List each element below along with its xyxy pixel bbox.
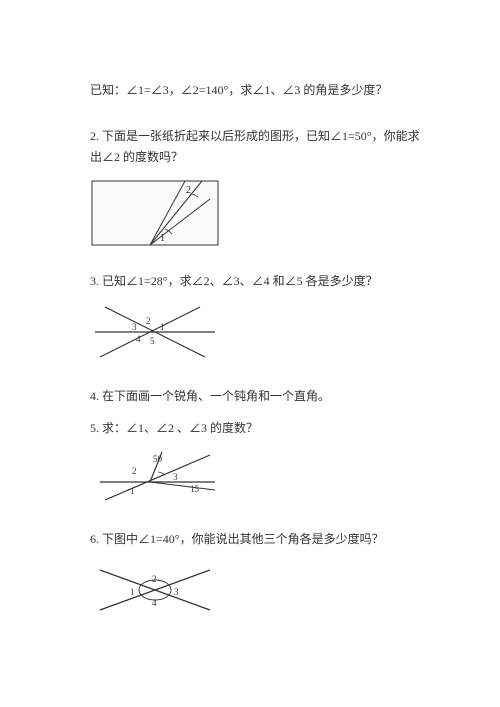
label-2: 2: [152, 574, 157, 584]
label-50: 50: [153, 454, 163, 464]
label-2: 2: [146, 316, 151, 326]
problem-2-text: 2. 下面是一张纸折起来以后形成的图形，已知∠1=50°，你能求出∠2 的度数吗…: [90, 129, 420, 165]
label-5: 5: [150, 336, 155, 346]
intersecting-lines-diagram: 1 2 3 4 5: [90, 302, 220, 362]
problem-2: 2. 下面是一张纸折起来以后形成的图形，已知∠1=50°，你能求出∠2 的度数吗…: [90, 126, 420, 247]
angle-diagram-50-15: 50 1 2 3 15: [90, 450, 220, 505]
label-4: 4: [152, 598, 157, 608]
label-2: 2: [186, 185, 191, 196]
problem-3-text: 3. 已知∠1=28°，求∠2、∠3、∠4 和∠5 各是多少度？: [90, 274, 378, 288]
label-15: 15: [190, 484, 200, 494]
problem-6: 6. 下图中∠1=40°，你能说出其他三个角各是多少度吗？ 1 2 3 4: [90, 529, 420, 621]
problem-4: 4. 在下面画一个锐角、一个钝角和一个直角。: [90, 386, 420, 408]
label-1: 1: [160, 322, 165, 332]
label-4: 4: [136, 334, 141, 344]
label-3: 3: [174, 587, 179, 597]
problem-5-text: 5. 求：∠1、∠2 、∠3 的度数？: [90, 421, 258, 435]
problem-4-text: 4. 在下面画一个锐角、一个钝角和一个直角。: [90, 389, 330, 403]
problem-6-figure: 1 2 3 4: [90, 560, 420, 620]
paper-fold-diagram: 1 2: [90, 179, 220, 247]
problem-5: 5. 求：∠1、∠2 、∠3 的度数？ 50 1 2 3 15: [90, 418, 420, 505]
problem-1-text: 已知：∠1=∠3，∠2=140°，求∠1、∠3 的角是多少度？: [90, 83, 387, 97]
label-1: 1: [160, 233, 165, 244]
problem-3-figure: 1 2 3 4 5: [90, 302, 420, 362]
label-3: 3: [132, 322, 137, 332]
label-1: 1: [130, 486, 135, 496]
problem-1: 已知：∠1=∠3，∠2=140°，求∠1、∠3 的角是多少度？: [90, 80, 420, 102]
label-3: 3: [173, 472, 178, 482]
page: 已知：∠1=∠3，∠2=140°，求∠1、∠3 的角是多少度？ 2. 下面是一张…: [0, 0, 500, 620]
label-1: 1: [130, 587, 135, 597]
x-intersection-diagram: 1 2 3 4: [90, 560, 220, 620]
problem-2-figure: 1 2: [90, 179, 420, 247]
problem-3: 3. 已知∠1=28°，求∠2、∠3、∠4 和∠5 各是多少度？ 1 2 3 4…: [90, 271, 420, 363]
problem-6-text: 6. 下图中∠1=40°，你能说出其他三个角各是多少度吗？: [90, 532, 384, 546]
label-2: 2: [132, 466, 137, 476]
problem-5-figure: 50 1 2 3 15: [90, 450, 420, 505]
